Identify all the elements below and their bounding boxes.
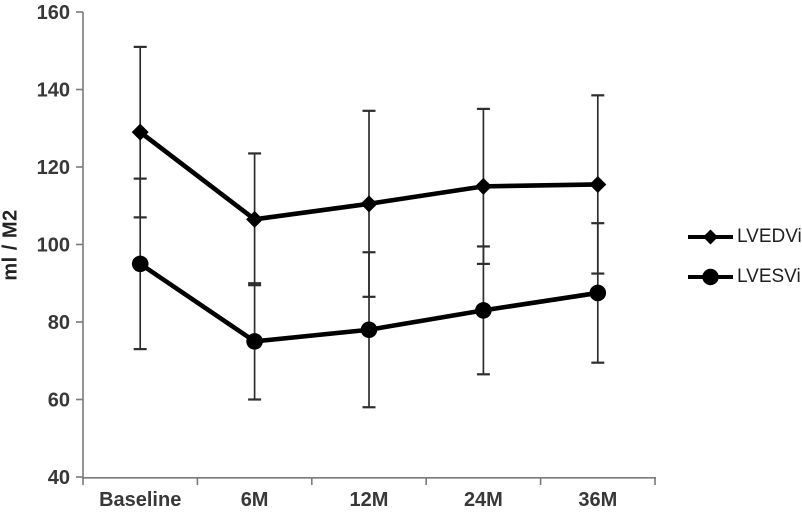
y-tick-label: 140 <box>37 80 70 102</box>
x-tick-label: 12M <box>350 489 389 511</box>
legend-item-lvedvi: LVEDVi <box>687 223 802 251</box>
series-lvedvi <box>131 123 607 228</box>
y-tick-label: 120 <box>37 157 70 179</box>
y-axis-title: ml / M2 <box>0 209 22 281</box>
y-tick-label: 40 <box>48 467 70 489</box>
diamond-marker <box>246 210 264 228</box>
y-tick-label: 100 <box>37 235 70 257</box>
x-tick-label: 6M <box>241 489 269 511</box>
legend-circle-marker-icon <box>688 268 733 286</box>
diamond-marker <box>131 123 149 141</box>
legend: LVEDVi LVESVi <box>687 223 802 291</box>
y-tick-label: 60 <box>48 390 70 412</box>
x-tick-label: Baseline <box>99 489 181 511</box>
circle-marker <box>589 284 607 302</box>
circle-marker <box>131 255 149 273</box>
x-tick-label: 36M <box>578 489 617 511</box>
legend-label-lvesvi: LVESVi <box>737 266 801 287</box>
axes: 40 60 80 100 120 140 160 Baseline 6M 12M 24M 36M <box>37 2 656 511</box>
circle-marker <box>360 321 378 339</box>
circle-marker <box>246 333 263 350</box>
y-tick-label: 160 <box>37 2 70 24</box>
x-tick-label: 24M <box>464 489 503 511</box>
diamond-marker <box>360 195 378 213</box>
series-lvesvi <box>131 255 607 350</box>
diamond-marker <box>474 177 492 195</box>
legend-diamond-marker-icon <box>688 229 733 245</box>
diamond-marker <box>589 175 607 193</box>
circle-marker <box>475 302 492 319</box>
legend-label-lvedvi: LVEDVi <box>737 226 802 247</box>
y-tick-label: 80 <box>48 312 70 334</box>
legend-item-lvesvi: LVESVi <box>687 263 802 291</box>
